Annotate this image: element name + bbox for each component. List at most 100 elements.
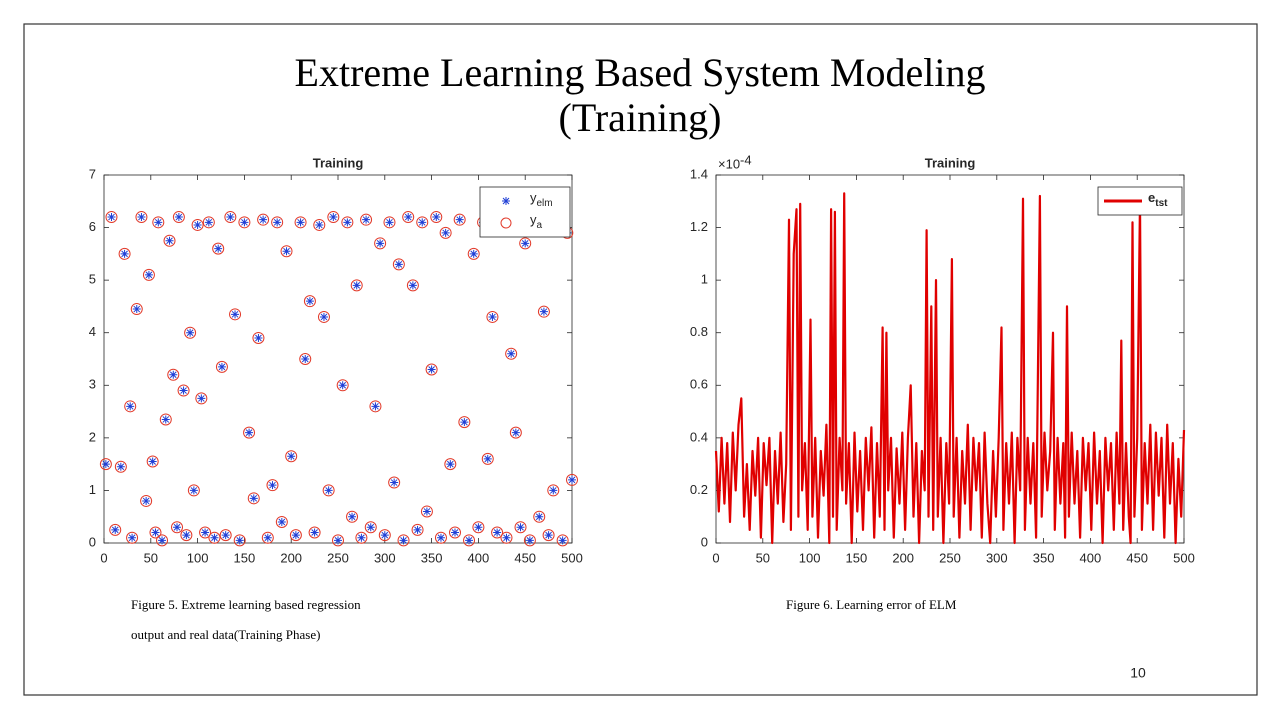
data-point <box>252 331 265 344</box>
y-tick-label: 1 <box>701 272 708 287</box>
data-point <box>514 521 527 534</box>
y-tick-label: 0.8 <box>690 324 708 339</box>
data-point <box>388 476 401 489</box>
x-tick-label: 100 <box>799 550 821 565</box>
legend-label: etst <box>1148 190 1168 208</box>
marks <box>714 192 1186 545</box>
data-point <box>463 534 476 547</box>
data-point <box>472 521 485 534</box>
y-tick-label: 0 <box>89 534 96 549</box>
x-tick-label: 0 <box>100 550 107 565</box>
data-point <box>327 211 340 224</box>
data-point <box>397 534 410 547</box>
data-point <box>378 529 391 542</box>
data-point <box>441 228 450 237</box>
data-point <box>171 521 184 534</box>
data-point <box>114 460 127 473</box>
data-point <box>238 216 251 229</box>
data-point <box>187 484 200 497</box>
data-point <box>301 355 310 363</box>
data-point <box>525 536 534 545</box>
legend-box <box>479 186 571 238</box>
data-point <box>467 247 480 260</box>
data-point <box>221 531 230 540</box>
data-point <box>303 295 316 308</box>
y-tick-label: 1 <box>89 482 96 497</box>
data-point <box>261 531 274 544</box>
x-tick-label: 300 <box>374 550 396 565</box>
x-tick-label: 100 <box>187 550 209 565</box>
data-point <box>371 402 380 411</box>
data-point <box>308 526 321 539</box>
data-point <box>341 216 354 229</box>
data-point <box>568 475 576 484</box>
data-point <box>519 237 532 250</box>
y-tick-label: 1.2 <box>690 219 708 234</box>
data-point <box>481 452 494 465</box>
y-tick-label: 5 <box>89 272 96 287</box>
data-point <box>180 529 193 542</box>
data-point <box>416 216 429 229</box>
data-point <box>296 218 305 227</box>
data-point <box>505 347 518 360</box>
data-point <box>277 517 286 526</box>
data-point <box>310 528 319 537</box>
x-tick-label: 150 <box>234 550 256 565</box>
chart-title: Training <box>313 155 364 170</box>
data-point <box>458 416 471 429</box>
data-point <box>197 394 206 403</box>
data-point <box>229 308 242 321</box>
slide-title: Extreme Learning Based System Modeling <box>295 50 986 95</box>
data-point <box>109 523 122 536</box>
data-point <box>179 386 188 395</box>
data-point <box>226 213 235 222</box>
data-point <box>502 533 511 542</box>
data-line <box>714 192 1186 545</box>
data-point <box>385 218 394 227</box>
data-point <box>210 533 219 542</box>
data-point <box>350 279 363 292</box>
data-point <box>294 216 307 229</box>
data-point <box>280 245 293 258</box>
data-point <box>177 384 190 397</box>
data-point <box>394 260 403 269</box>
data-point <box>425 363 438 376</box>
data-point <box>132 305 141 314</box>
data-point <box>483 454 492 463</box>
data-point <box>111 525 120 534</box>
data-point <box>436 533 445 542</box>
figure-caption: Figure 6. Learning error of ELM <box>786 597 957 612</box>
data-point <box>537 305 550 318</box>
figure-caption: Figure 5. Extreme learning based regress… <box>131 597 361 612</box>
data-point <box>158 536 167 545</box>
x-tick-label: 50 <box>756 550 770 565</box>
data-point <box>348 512 357 521</box>
data-point <box>374 237 387 250</box>
data-point <box>338 381 347 390</box>
data-point <box>240 218 249 227</box>
data-point <box>201 528 210 537</box>
data-point <box>383 216 396 229</box>
data-point <box>427 365 436 374</box>
data-point <box>130 303 143 316</box>
data-point <box>523 534 536 547</box>
data-point <box>558 536 567 545</box>
y-tick-label: 4 <box>89 324 96 339</box>
slide-title: (Training) <box>559 95 722 140</box>
data-point <box>266 479 279 492</box>
data-point <box>120 249 129 258</box>
figure-caption: output and real data(Training Phase) <box>131 627 320 642</box>
data-point <box>257 213 270 226</box>
data-point <box>189 486 198 495</box>
data-point <box>357 533 366 542</box>
data-point <box>418 218 427 227</box>
data-point <box>455 215 464 224</box>
data-point <box>493 528 502 537</box>
data-point <box>254 333 263 342</box>
legend-marker <box>500 217 512 229</box>
data-point <box>259 215 268 224</box>
data-point <box>511 428 520 437</box>
data-point <box>439 226 452 239</box>
data-point <box>214 244 223 253</box>
data-point <box>352 281 361 290</box>
